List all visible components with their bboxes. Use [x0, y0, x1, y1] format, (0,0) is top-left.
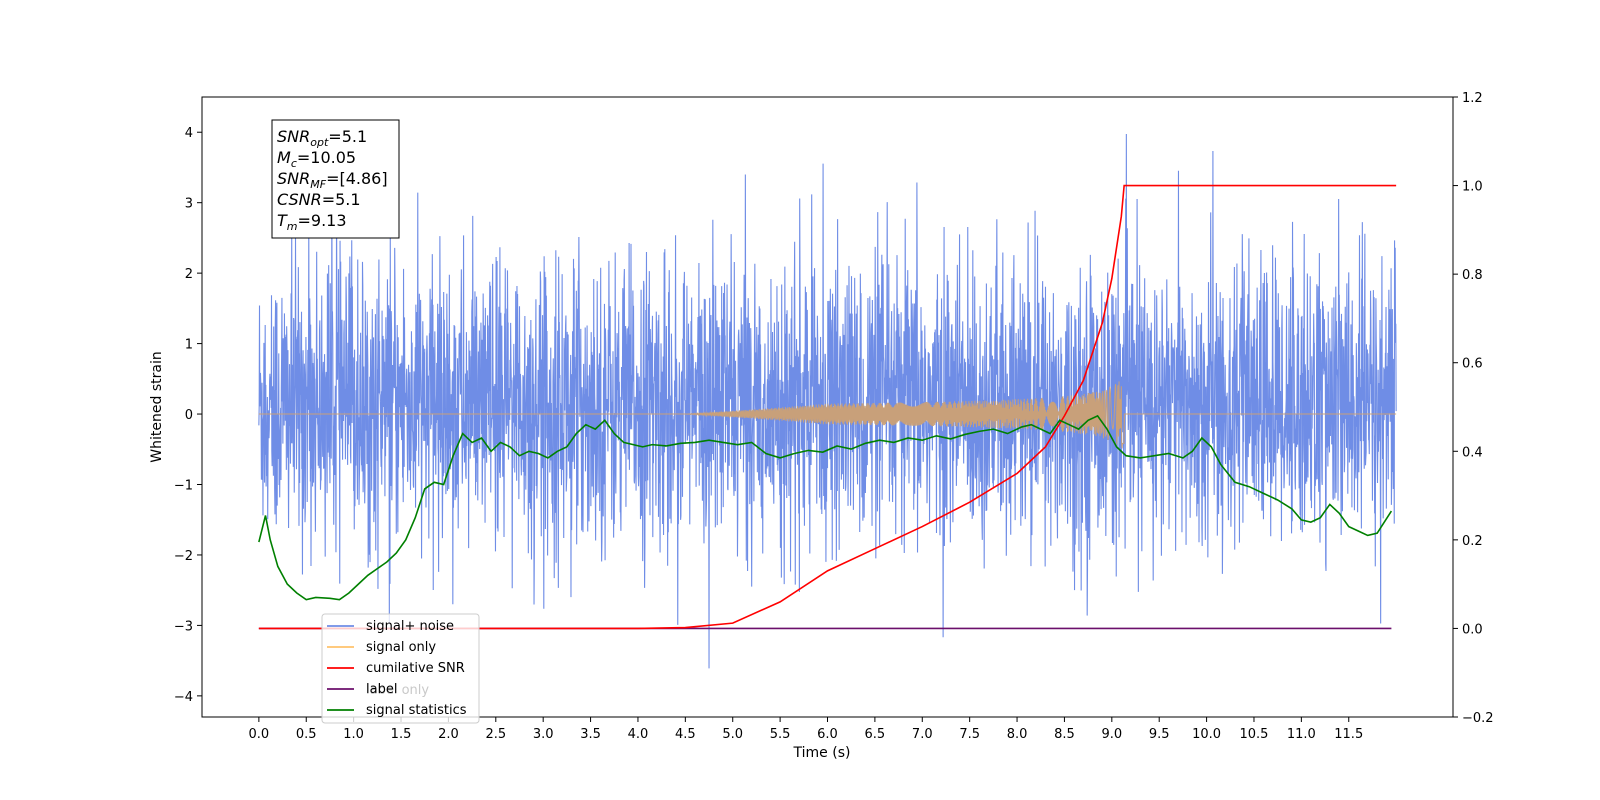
legend-entry-label: signal+ noise: [366, 619, 454, 634]
stats-line: CSNR=5.1: [277, 190, 361, 209]
stats-line: SNRopt=5.1: [277, 127, 367, 149]
x-axis-label: Time (s): [793, 745, 851, 761]
y-tick-label-right: 0.0: [1462, 622, 1483, 637]
x-tick-label: 11.0: [1287, 727, 1316, 742]
y-tick-label-right: 0.2: [1462, 534, 1483, 549]
y-tick-label-left: −1: [174, 479, 193, 494]
x-tick-label: 1.5: [391, 727, 412, 742]
x-tick-label: 5.0: [722, 727, 743, 742]
legend-entry-label: label: [366, 682, 397, 697]
x-tick-label: 7.5: [959, 727, 980, 742]
y-tick-label-right: 0.6: [1462, 357, 1483, 372]
legend-hidden-entry: label only: [366, 683, 429, 698]
x-tick-label: 8.0: [1007, 727, 1028, 742]
x-tick-label: 2.0: [438, 727, 459, 742]
x-tick-label: 8.5: [1054, 727, 1075, 742]
x-tick-label: 10.5: [1240, 727, 1269, 742]
signal-only-series: [258, 381, 1397, 449]
stats-line: SNRMF=[4.86]: [277, 169, 388, 191]
y-tick-label-right: −0.2: [1462, 711, 1494, 726]
y-tick-label-left: 0: [185, 408, 193, 423]
plot-area: [258, 133, 1397, 669]
x-tick-label: 6.5: [865, 727, 886, 742]
y-axis-left: 4 3 2 1 0 −1 −2 −3 −4: [174, 126, 202, 705]
y-tick-label-right: 1.2: [1462, 91, 1483, 106]
legend-entry-label: cumilative SNR: [366, 661, 465, 676]
x-tick-label: 1.0: [343, 727, 364, 742]
x-axis: 0.0 0.5 1.0 1.5 2.0 2.5 3.0 3.5 4.0 4.5 5.0 5.5 6.0 6…: [249, 717, 1363, 742]
y-tick-label-right: 0.4: [1462, 445, 1483, 460]
signal-statistics-series: [258, 414, 1393, 601]
x-tick-label: 9.5: [1149, 727, 1170, 742]
cumulative-snr-series: [258, 184, 1397, 630]
y-tick-label-left: 3: [185, 197, 193, 212]
y-axis-right: 1.2 1.0 0.8 0.6 0.4 0.2 0.0 −0.2: [1453, 91, 1494, 726]
x-tick-label: 0.5: [296, 727, 317, 742]
signal-noise-series: [258, 133, 1397, 669]
x-tick-label: 4.5: [675, 727, 696, 742]
x-tick-label: 7.0: [912, 727, 933, 742]
legend-frame: [321, 613, 480, 724]
x-tick-label: 5.5: [770, 727, 791, 742]
y-tick-label-left: 4: [185, 126, 193, 141]
x-tick-label: 3.0: [533, 727, 554, 742]
y-tick-label-right: 0.8: [1462, 268, 1483, 283]
x-tick-label: 0.0: [249, 727, 270, 742]
y-tick-label-left: −2: [174, 549, 193, 564]
y-tick-label-left: −4: [174, 690, 193, 705]
legend-entry-label: signal statistics: [366, 703, 467, 718]
stats-line: Mc=10.05: [277, 148, 356, 170]
y-tick-label-left: 2: [185, 267, 193, 282]
x-tick-label: 3.5: [580, 727, 601, 742]
stats-box-frame: [271, 119, 400, 239]
legend-entry-label: signal only: [366, 640, 436, 655]
stats-line: Tm=9.13: [277, 211, 347, 233]
x-tick-label: 11.5: [1334, 727, 1363, 742]
y-tick-label-left: 1: [185, 338, 193, 353]
legend: label only signal+ noise signal only cumila…: [321, 613, 480, 724]
y-tick-label-right: 1.0: [1462, 180, 1483, 195]
x-tick-label: 4.0: [628, 727, 649, 742]
x-tick-label: 9.0: [1101, 727, 1122, 742]
x-tick-label: 10.0: [1192, 727, 1221, 742]
y-axis-label: Whitened strain: [149, 351, 165, 462]
y-tick-label-left: −3: [174, 619, 193, 634]
x-tick-label: 2.5: [485, 727, 506, 742]
x-tick-label: 6.0: [817, 727, 838, 742]
